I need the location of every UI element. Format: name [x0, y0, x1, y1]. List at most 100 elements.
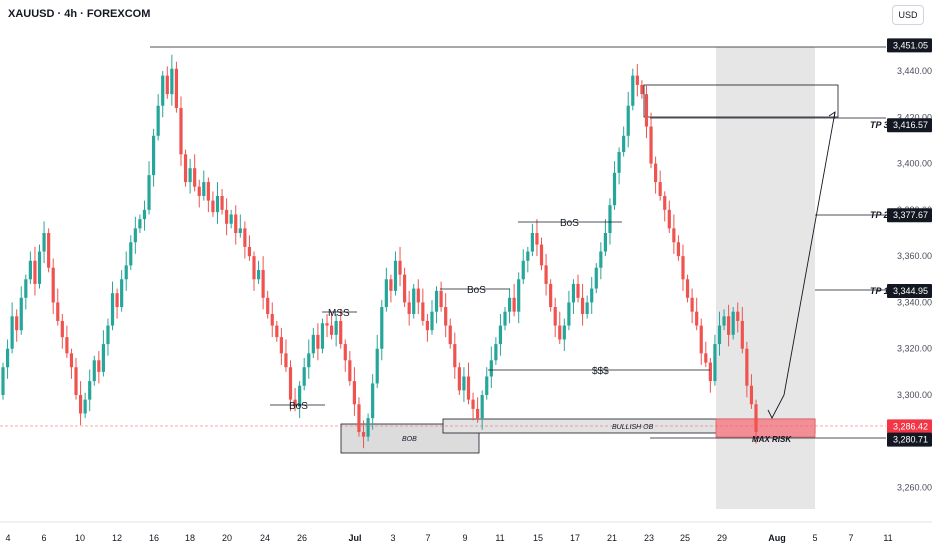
candle-body	[211, 200, 215, 213]
candle-body	[270, 314, 274, 326]
bos-label-3: BoS	[560, 218, 579, 229]
candle-body	[69, 353, 74, 368]
candle-body	[279, 337, 283, 354]
x-tick: 11	[495, 533, 504, 543]
candle-body	[202, 182, 206, 196]
price-badge: 3,344.95	[893, 286, 928, 296]
candle-body	[717, 325, 722, 345]
candle-body	[745, 348, 749, 386]
candle-body	[453, 344, 457, 368]
candle-body	[152, 135, 156, 176]
tp-label-3: TP 3	[870, 120, 889, 130]
candle-body	[110, 293, 115, 326]
candle-body	[24, 279, 28, 298]
x-tick: 5	[812, 533, 817, 543]
candle-body	[83, 399, 87, 414]
candle-body	[361, 432, 366, 437]
candle-body	[434, 290, 439, 312]
candle-body	[375, 348, 379, 384]
target-box	[643, 84, 839, 118]
x-tick: 10	[75, 533, 85, 543]
y-tick: 3,300.00	[897, 390, 932, 400]
x-tick: 15	[533, 533, 543, 543]
candle-body	[754, 404, 758, 433]
candle-body	[466, 376, 471, 400]
candle-body	[256, 270, 261, 280]
candle-body	[37, 251, 42, 284]
candle-body	[371, 383, 375, 419]
candle-body	[594, 267, 598, 289]
candle-body	[403, 274, 407, 303]
candle-body	[462, 376, 466, 391]
tp-label-1: TP 1	[870, 286, 889, 296]
candle-body	[526, 251, 530, 261]
x-tick: 26	[297, 533, 307, 543]
candle-body	[124, 265, 128, 280]
candle-body	[238, 228, 242, 233]
candle-body	[15, 316, 19, 331]
candle-body	[567, 302, 571, 326]
candle-body	[225, 209, 229, 224]
candle-body	[393, 260, 398, 291]
x-tick: 6	[41, 533, 46, 543]
candle-body	[170, 68, 174, 95]
candle-body	[480, 395, 484, 419]
price-badge: 3,451.05	[893, 40, 928, 50]
candle-body	[476, 408, 480, 419]
price-badge-bg	[887, 419, 932, 434]
candle-body	[430, 311, 434, 331]
candle-body	[275, 325, 279, 338]
candle-body	[74, 367, 78, 395]
symbol-title: XAUUSD · 4h · FOREXCOM	[8, 8, 151, 20]
x-tick: 18	[185, 533, 195, 543]
candle-body	[179, 108, 183, 155]
bob-label: BOB	[402, 436, 417, 443]
candle-body	[101, 344, 105, 372]
candle-body	[498, 325, 503, 345]
candle-body	[311, 334, 315, 354]
candle-body	[663, 195, 667, 210]
candle-body	[174, 68, 179, 109]
candle-body	[558, 325, 562, 340]
x-tick: 20	[222, 533, 232, 543]
candle-body	[28, 260, 32, 280]
candle-body	[288, 367, 293, 400]
x-tick: 25	[680, 533, 690, 543]
currency-button[interactable]: USD	[892, 5, 924, 25]
y-tick: 3,360.00	[897, 251, 932, 261]
candle-body	[425, 320, 430, 331]
candle-body	[736, 311, 740, 321]
candle-body	[329, 325, 334, 335]
x-tick: 4	[5, 533, 10, 543]
candle-body	[608, 205, 612, 233]
candle-body	[252, 256, 256, 280]
candle-body	[654, 163, 658, 183]
candle-body	[649, 126, 653, 164]
price-badge-bg	[887, 38, 932, 53]
candle-body	[302, 367, 306, 386]
candle-body	[535, 233, 539, 245]
candle-body	[731, 311, 735, 335]
price-badge-bg	[887, 432, 932, 447]
candle-body	[612, 172, 617, 206]
candle-body	[576, 283, 580, 298]
x-tick: 7	[425, 533, 430, 543]
bos-label-1: BoS	[289, 401, 308, 412]
candle-body	[366, 418, 370, 437]
candle-body	[357, 404, 361, 433]
candle-body	[120, 279, 124, 308]
candle-body	[421, 302, 425, 321]
x-tick: 23	[644, 533, 654, 543]
x-tick: 29	[717, 533, 727, 543]
candle-body	[10, 316, 14, 349]
candle-body	[489, 360, 493, 377]
candle-body	[1, 367, 5, 395]
y-tick: 3,340.00	[897, 297, 932, 307]
candle-body	[713, 344, 717, 382]
candle-body	[183, 154, 188, 183]
y-tick: 3,320.00	[897, 344, 932, 354]
candle-body	[503, 311, 507, 326]
candle-body	[562, 325, 566, 340]
candle-body	[51, 267, 55, 303]
